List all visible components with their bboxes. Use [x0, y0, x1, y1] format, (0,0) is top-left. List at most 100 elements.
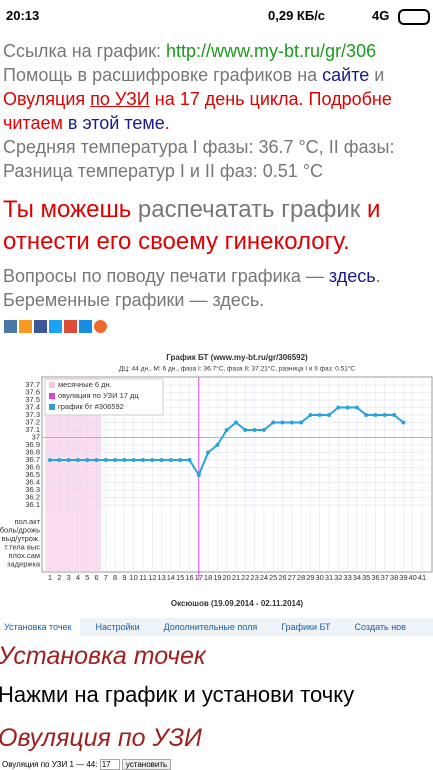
data-point [94, 458, 99, 462]
y-tick-label: 37.4 [25, 402, 40, 411]
legend-swatch [49, 393, 55, 399]
data-point [103, 458, 108, 462]
x-tick-label: 37 [381, 573, 389, 582]
tab[interactable]: Графики БТ [281, 622, 331, 632]
x-tick-label: 12 [148, 573, 156, 582]
data-point [113, 458, 118, 462]
text-segment[interactable]: http://www.my-bt.ru/gr/306 [166, 41, 377, 61]
x-tick-label: 3 [67, 573, 71, 582]
x-tick-label: 13 [157, 573, 165, 582]
data-point [271, 420, 276, 425]
chart: График БТ (www.my-bt.ru/gr/306592) ДЦ: 44… [0, 353, 433, 608]
data-point [85, 458, 90, 462]
y-tick-label: 36.4 [25, 477, 40, 486]
x-tick-label: 33 [343, 573, 351, 582]
chart-title: График БТ (www.my-bt.ru/gr/306592) [166, 353, 308, 362]
data-point [66, 458, 71, 462]
x-tick-label: 11 [139, 573, 147, 582]
x-tick-label: 27 [288, 573, 296, 582]
data-point [131, 458, 136, 462]
share-ok[interactable] [19, 320, 32, 333]
x-tick-label: 26 [278, 573, 286, 582]
data-point [354, 405, 359, 410]
x-tick-label: 17 [195, 573, 203, 582]
chart-footer: Оксюшов (19.09.2014 - 02.11.2014) [171, 599, 304, 608]
tabs: Установка точек Настройки Дополнительные п… [0, 618, 433, 636]
data-point [345, 405, 350, 410]
text-segment[interactable]: в этой теме [62, 113, 165, 133]
tab[interactable]: Настройки [95, 622, 140, 632]
legend-swatch [49, 404, 55, 410]
network: 4G [372, 8, 390, 23]
y-tick-label: 37.5 [25, 395, 40, 404]
x-tick-label: 25 [269, 573, 277, 582]
share-mail[interactable] [79, 320, 92, 333]
x-tick-label: 7 [104, 573, 108, 582]
y-tick-label: 36.1 [25, 500, 40, 509]
tab[interactable]: Дополнительные поля [163, 622, 258, 632]
text-segment: и [366, 196, 381, 223]
text-segment[interactable]: по УЗИ [90, 89, 150, 109]
data-point [150, 458, 155, 462]
data-point [48, 458, 52, 462]
x-tick-label: 18 [204, 573, 212, 582]
data-point [289, 420, 294, 425]
share-fb[interactable] [34, 320, 47, 333]
y-tick-label: 36.7 [25, 455, 40, 464]
data-point [382, 413, 387, 417]
submit-button[interactable]: установить [121, 759, 172, 770]
share-more[interactable] [94, 320, 107, 333]
text-segment[interactable]: сайте [322, 65, 370, 85]
data-point [317, 413, 322, 417]
y-tick-label: 36.6 [25, 462, 40, 471]
x-tick-label: 28 [297, 573, 305, 582]
share-gplus[interactable] [64, 320, 77, 333]
x-tick-label: 38 [390, 573, 398, 582]
data-point [252, 428, 257, 432]
status-bar: 20:13 0,29 КБ/с 4G [0, 0, 433, 30]
text-line: Разница температур I и II фаз: 0.51 °C [3, 160, 433, 182]
text-segment: Ты можешь [3, 196, 132, 223]
field-label: Овуляция по УЗИ 1 — 44: [2, 760, 98, 769]
text-segment: Овуляция [3, 89, 91, 109]
text-line: Помощь в расшифровке графиков на сайте и [3, 64, 433, 86]
x-tick-label: 14 [167, 573, 175, 582]
text-segment: . [164, 113, 170, 133]
row-label: плох.сам [8, 551, 40, 560]
text-segment: Разница температур I и II фаз: 0.51 °C [3, 161, 324, 181]
text-segment: Средняя температура I фазы: 36.7 °C, II … [3, 137, 395, 157]
text-line: Ты можешь распечатать график и [3, 195, 433, 225]
data-point [299, 420, 304, 425]
data-point [308, 413, 313, 417]
data-point [187, 458, 192, 462]
text-segment: Ссылка на график: [3, 41, 167, 61]
x-tick-label: 30 [316, 573, 324, 582]
legend-label: график бт #306592 [58, 402, 124, 411]
tab[interactable]: Создать нов [354, 622, 406, 632]
text-line: Вопросы по поводу печати графика — здесь… [3, 265, 433, 287]
text-segment[interactable]: здесь [328, 266, 376, 286]
data-point [196, 473, 201, 477]
text-segment: отнести его своему гинекологу. [3, 228, 350, 255]
field-input[interactable]: 17 [99, 759, 120, 770]
time: 20:13 [6, 8, 40, 23]
row-label: пол.акт [15, 517, 41, 526]
y-tick-label: 37.3 [25, 410, 40, 419]
text-line: Овуляция по УЗИ на 17 день цикла. Подроб… [3, 88, 433, 110]
text-line: Средняя температура I фазы: 36.7 °C, II … [3, 136, 433, 158]
tab[interactable]: Установка точек [0, 618, 80, 636]
x-tick-label: 32 [334, 573, 342, 582]
text-segment: Беременные графики — здесь. [3, 290, 265, 310]
share-tw[interactable] [49, 320, 62, 333]
x-tick-label: 2 [57, 573, 61, 582]
text-segment: . [375, 266, 381, 286]
share-vk[interactable] [4, 320, 17, 333]
data-point [234, 420, 238, 425]
y-tick-label: 37.2 [25, 417, 40, 426]
data-point [243, 428, 248, 432]
x-tick-label: 15 [176, 573, 184, 582]
y-tick-label: 36.9 [25, 440, 40, 449]
legend-label: месячные 6 дн. [58, 380, 112, 389]
data-point [392, 413, 397, 417]
